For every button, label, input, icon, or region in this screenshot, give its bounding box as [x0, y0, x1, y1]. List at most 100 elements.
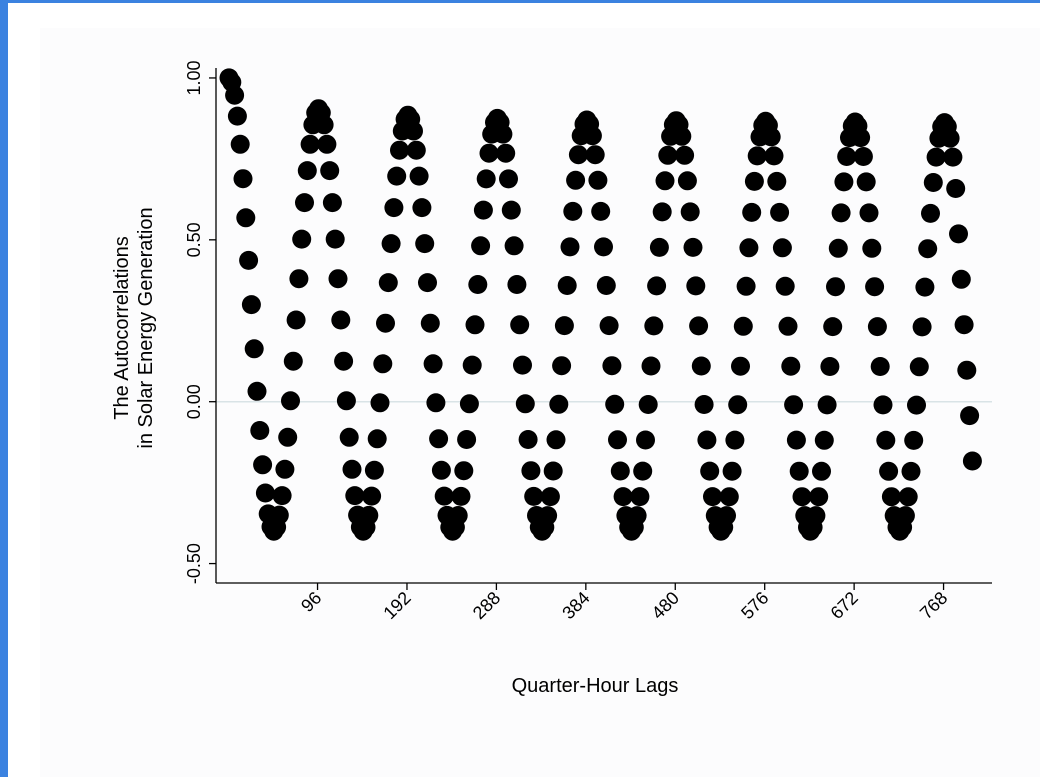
data-point [418, 273, 437, 293]
data-point [806, 506, 826, 526]
data-point [828, 238, 848, 258]
data-point [865, 277, 885, 297]
x-tick-label: 576 [737, 588, 772, 623]
data-point [733, 316, 753, 336]
data-point [286, 310, 306, 330]
data-point [742, 202, 762, 222]
data-point [633, 461, 653, 481]
data-point [602, 356, 622, 376]
data-point [725, 430, 745, 450]
data-point [496, 143, 516, 163]
data-point [826, 277, 845, 297]
data-point [764, 146, 784, 166]
x-tick-label: 768 [916, 588, 951, 623]
x-tick-label: 288 [469, 588, 504, 623]
data-point [761, 127, 781, 147]
data-point [717, 506, 736, 526]
data-point [853, 147, 873, 166]
data-point [549, 394, 569, 414]
data-points [219, 68, 982, 541]
data-point [585, 145, 605, 165]
data-point [473, 200, 493, 220]
data-point [543, 461, 563, 481]
data-point [700, 461, 720, 481]
data-point [233, 169, 253, 189]
data-point [241, 295, 261, 315]
data-point [431, 460, 451, 480]
data-point [588, 170, 608, 190]
data-point [457, 430, 477, 449]
x-tick-label: 672 [827, 588, 862, 623]
data-point [387, 166, 407, 186]
data-point [784, 395, 804, 415]
data-point [747, 146, 767, 166]
data-point [275, 459, 295, 479]
data-point [599, 316, 619, 336]
data-point [923, 173, 943, 192]
x-tick-label: 192 [379, 588, 414, 623]
data-point [873, 395, 893, 415]
data-point [244, 339, 264, 359]
data-point [731, 356, 750, 376]
data-point [904, 430, 924, 450]
data-point [406, 140, 426, 160]
data-point [957, 360, 977, 380]
data-point [295, 193, 314, 213]
data-point [345, 486, 365, 506]
data-point [691, 356, 711, 376]
data-point [412, 198, 432, 218]
data-point [415, 234, 435, 254]
data-point [362, 486, 382, 506]
data-point [325, 229, 345, 249]
data-point [630, 487, 650, 507]
data-point [591, 201, 611, 221]
data-point [675, 145, 695, 165]
data-point [876, 430, 896, 450]
data-point [644, 316, 664, 336]
data-point [809, 487, 829, 507]
data-point [694, 395, 714, 414]
data-point [320, 161, 340, 181]
data-point [641, 356, 661, 376]
data-point [451, 486, 471, 506]
data-point [376, 313, 395, 333]
data-point [918, 239, 938, 259]
data-point [870, 357, 890, 376]
data-point [697, 430, 717, 450]
data-point [834, 172, 854, 192]
data-point [596, 276, 616, 295]
data-point [879, 461, 899, 481]
data-point [960, 406, 980, 426]
data-point [247, 381, 267, 401]
data-point [962, 451, 982, 471]
data-point [501, 200, 521, 220]
data-point [253, 455, 273, 475]
y-axis-title-line-2: in Solar Energy Generation [135, 207, 157, 448]
data-point [563, 201, 583, 221]
data-point [250, 421, 270, 440]
data-point [605, 394, 625, 414]
data-point [479, 143, 499, 163]
x-tick-label: 96 [297, 588, 325, 616]
data-point [744, 171, 764, 191]
data-point [817, 395, 837, 415]
data-point [823, 317, 843, 337]
data-point [926, 147, 946, 167]
x-tick-label: 480 [648, 588, 683, 623]
data-point [557, 276, 577, 295]
data-point [404, 121, 423, 141]
data-point [278, 427, 298, 447]
data-point [722, 461, 742, 481]
data-point [831, 203, 851, 223]
data-point [680, 202, 700, 222]
data-point [728, 395, 748, 415]
data-point [568, 145, 588, 165]
y-tick-label: -0.50 [184, 543, 204, 584]
data-point [378, 273, 398, 293]
data-point [370, 393, 390, 413]
data-point [582, 126, 602, 146]
data-point [638, 395, 658, 414]
data-point [507, 275, 527, 294]
data-point [703, 487, 722, 507]
